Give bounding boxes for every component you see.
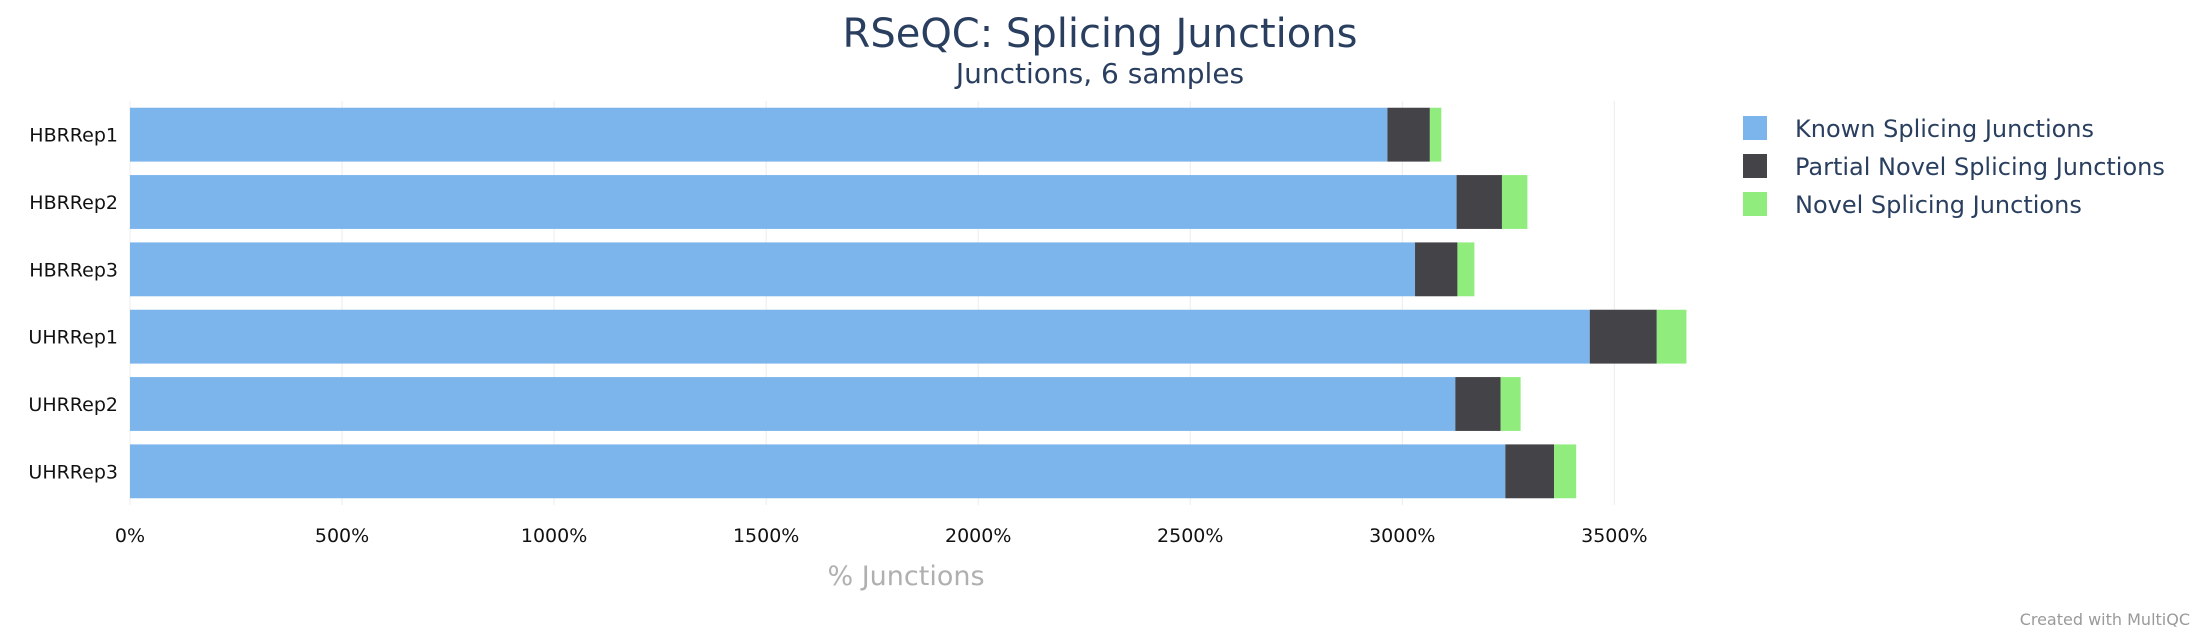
bar-segment[interactable] [1501, 175, 1528, 229]
bar-segment[interactable] [130, 175, 1457, 229]
y-tick-label: UHRRep2 [28, 394, 118, 416]
x-tick-label: 1500% [733, 525, 799, 547]
bar-segment[interactable] [130, 444, 1506, 499]
x-tick-label: 2000% [945, 525, 1011, 547]
x-tick-label: 3500% [1581, 525, 1647, 547]
bar-segment[interactable] [1505, 444, 1555, 499]
bar-segment[interactable] [1456, 175, 1502, 229]
bar-segment[interactable] [130, 107, 1388, 162]
y-axis-ticks: HBRRep1 HBRRep2 HBRRep3 UHRRep1 UHRRep2 UHRRe… [28, 125, 118, 484]
legend: Known Splicing Junctions Partial Novel Sp… [1743, 115, 2165, 219]
bar-area [130, 107, 1687, 499]
bar-segment[interactable] [1429, 107, 1442, 162]
legend-swatch[interactable] [1743, 154, 1767, 178]
chart-title: RSeQC: Splicing Junctions [843, 11, 1358, 57]
legend-swatch[interactable] [1743, 192, 1767, 216]
x-tick-label: 500% [315, 525, 369, 547]
x-axis-ticks: 0% 500% 1000% 1500% 2000% 2500% 3000% 3500% [115, 525, 1648, 547]
y-tick-label: HBRRep3 [29, 259, 118, 281]
bar-segment[interactable] [130, 242, 1416, 297]
bar-segment[interactable] [1589, 309, 1657, 364]
bar-segment[interactable] [130, 377, 1456, 431]
bar-segment[interactable] [1387, 107, 1430, 162]
legend-swatch[interactable] [1743, 116, 1767, 140]
legend-label[interactable]: Novel Splicing Junctions [1795, 191, 2082, 219]
x-tick-label: 2500% [1157, 525, 1223, 547]
bar-segment[interactable] [1455, 377, 1501, 431]
credit-text: Created with MultiQC [2020, 610, 2190, 629]
y-tick-label: HBRRep1 [29, 125, 118, 147]
y-tick-label: HBRRep2 [29, 192, 118, 214]
bar-segment[interactable] [130, 309, 1590, 364]
x-axis-title: % Junctions [827, 561, 984, 592]
x-tick-label: 0% [115, 525, 145, 547]
chart-subtitle: Junctions, 6 samples [954, 57, 1244, 90]
x-tick-label: 3000% [1369, 525, 1435, 547]
bar-segment[interactable] [1656, 309, 1687, 364]
bar-segment[interactable] [1500, 377, 1521, 431]
bar-segment[interactable] [1415, 242, 1458, 297]
bar-segment[interactable] [1554, 444, 1577, 499]
legend-label[interactable]: Partial Novel Splicing Junctions [1795, 153, 2165, 181]
y-tick-label: UHRRep1 [28, 327, 118, 349]
y-tick-label: UHRRep3 [28, 461, 118, 483]
legend-label[interactable]: Known Splicing Junctions [1795, 115, 2094, 143]
bar-segment[interactable] [1457, 242, 1475, 297]
x-tick-label: 1000% [521, 525, 587, 547]
gridlines [129, 101, 1615, 505]
